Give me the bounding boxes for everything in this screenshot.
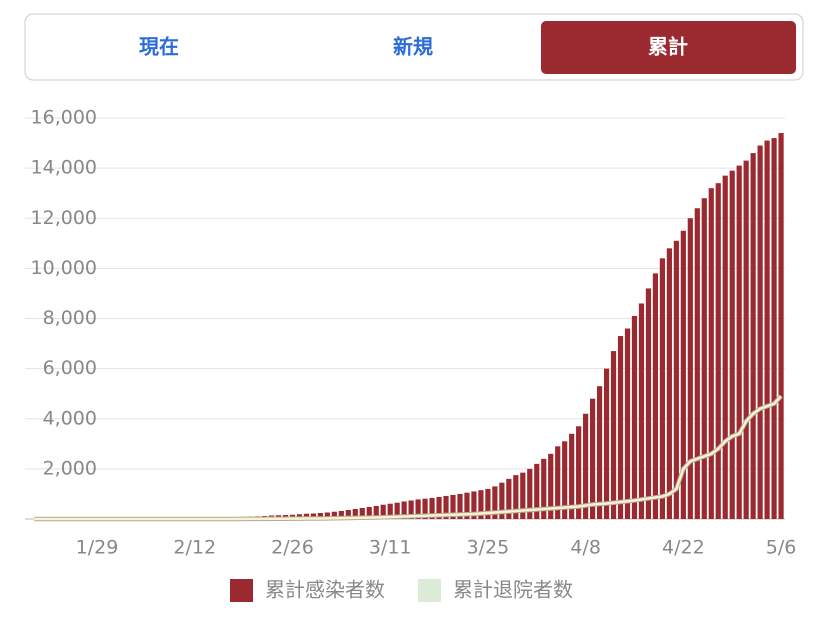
y-tick-label: 14,000 — [31, 157, 97, 179]
bar — [660, 258, 665, 519]
bar — [604, 369, 609, 519]
bar — [778, 133, 783, 519]
bar — [611, 351, 616, 519]
bar — [667, 248, 672, 519]
bar — [744, 161, 749, 519]
bar — [632, 316, 637, 519]
tab[interactable]: 累計 — [648, 35, 688, 59]
bar — [771, 138, 776, 519]
bar — [618, 336, 623, 519]
bar — [597, 386, 602, 519]
y-tick-label: 6,000 — [43, 357, 97, 379]
legend-swatch — [418, 579, 441, 602]
x-tick-label: 1/29 — [76, 537, 119, 559]
y-tick-label: 4,000 — [43, 407, 97, 429]
bar — [653, 273, 658, 519]
y-tick-label: 12,000 — [31, 207, 97, 229]
y-tick-label: 8,000 — [43, 307, 97, 329]
x-tick-label: 5/6 — [766, 537, 797, 559]
bar — [590, 399, 595, 519]
bar — [688, 218, 693, 519]
bar — [639, 303, 644, 519]
legend-label: 累計退院者数 — [453, 578, 573, 602]
tab[interactable]: 現在 — [139, 35, 179, 59]
bar — [758, 146, 763, 519]
x-tick-label: 4/22 — [662, 537, 705, 559]
bar — [716, 183, 721, 519]
bar — [737, 166, 742, 519]
bar — [765, 141, 770, 519]
bar — [646, 288, 651, 519]
x-tick-label: 3/11 — [369, 537, 412, 559]
x-tick-label: 4/8 — [570, 537, 601, 559]
bar — [723, 176, 728, 519]
x-tick-label: 2/26 — [271, 537, 314, 559]
legend-label: 累計感染者数 — [265, 578, 385, 602]
x-tick-label: 3/25 — [467, 537, 510, 559]
legend-swatch — [230, 579, 253, 602]
bar — [730, 171, 735, 519]
bar — [751, 153, 756, 519]
bar — [695, 208, 700, 519]
y-tick-label: 2,000 — [43, 457, 97, 479]
y-tick-label: 16,000 — [31, 107, 97, 129]
y-tick-label: 10,000 — [31, 257, 97, 279]
x-tick-label: 2/12 — [173, 537, 216, 559]
tab[interactable]: 新規 — [393, 35, 433, 59]
bar — [625, 329, 630, 519]
bar — [709, 188, 714, 519]
bar — [702, 198, 707, 519]
